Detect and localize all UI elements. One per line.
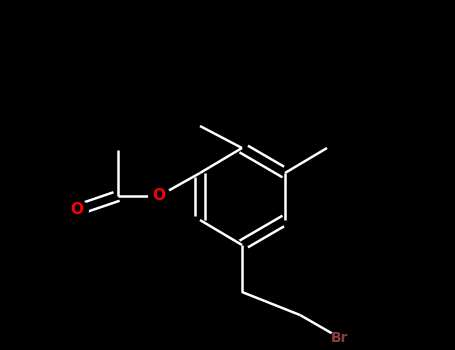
Text: O: O — [71, 203, 84, 217]
Text: O: O — [152, 189, 166, 203]
Text: Br: Br — [331, 331, 349, 345]
